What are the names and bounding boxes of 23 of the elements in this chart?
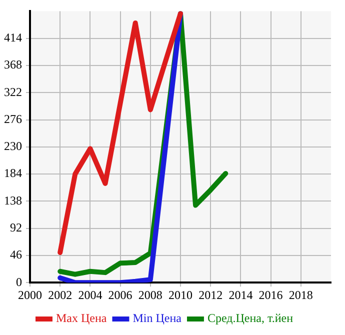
legend-label: Сред.Цена, т.йен bbox=[207, 311, 294, 326]
y-tick-label: 230 bbox=[4, 139, 22, 154]
legend-label: Max Цена bbox=[56, 311, 108, 326]
y-tick-label: 368 bbox=[4, 58, 22, 72]
x-tick-label: 2002 bbox=[48, 288, 72, 302]
y-tick-label: 414 bbox=[4, 30, 22, 44]
y-tick-label: 138 bbox=[4, 193, 22, 208]
x-tick-label: 2006 bbox=[108, 288, 132, 302]
x-tick-label: 2004 bbox=[78, 288, 102, 302]
legend-label: Min Цена bbox=[132, 311, 182, 326]
x-tick-label: 2010 bbox=[168, 288, 192, 302]
y-tick-label: 322 bbox=[4, 84, 22, 99]
x-tick-label: 2014 bbox=[228, 288, 253, 302]
y-tick-label: 184 bbox=[4, 166, 22, 180]
y-tick-label: 276 bbox=[4, 112, 22, 126]
x-tick-label: 2018 bbox=[288, 288, 313, 302]
x-tick-label: 2008 bbox=[138, 288, 162, 302]
x-tick-label: 2012 bbox=[198, 288, 223, 302]
y-tick-label: 92 bbox=[10, 220, 22, 234]
x-tick-label: 2016 bbox=[258, 288, 283, 302]
y-tick-label: 46 bbox=[10, 248, 22, 262]
x-tick-label: 2000 bbox=[18, 288, 42, 302]
y-tick-label: 0 bbox=[16, 274, 22, 289]
